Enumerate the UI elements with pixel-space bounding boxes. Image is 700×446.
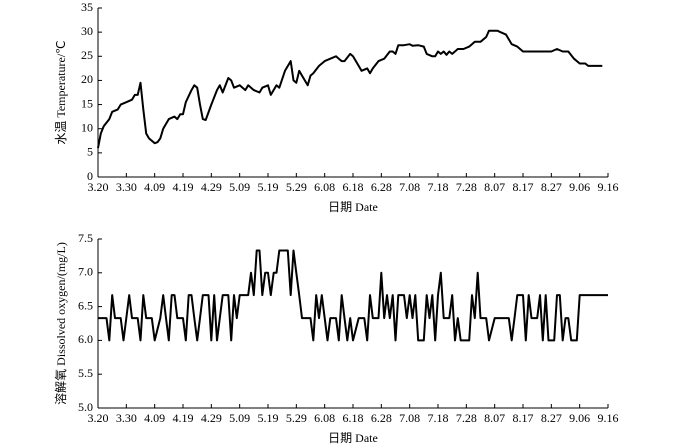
x-axis-title: 日期 Date bbox=[328, 431, 378, 445]
y-tick-label: 30 bbox=[81, 24, 93, 38]
x-tick-label: 3.30 bbox=[116, 180, 137, 194]
y-tick-label: 7.5 bbox=[78, 231, 93, 245]
y-tick-label: 5 bbox=[87, 145, 93, 159]
x-tick-label: 6.18 bbox=[343, 180, 364, 194]
x-tick-label: 6.08 bbox=[314, 180, 335, 194]
x-tick-label: 5.19 bbox=[258, 411, 279, 425]
y-tick-label: 15 bbox=[81, 96, 93, 110]
y-tick-label: 25 bbox=[81, 48, 93, 62]
x-tick-label: 3.20 bbox=[88, 180, 109, 194]
x-tick-label: 5.29 bbox=[286, 180, 307, 194]
y-tick-label: 20 bbox=[81, 72, 93, 86]
x-tick-label: 9.16 bbox=[598, 411, 619, 425]
x-tick-label: 6.28 bbox=[371, 411, 392, 425]
x-tick-label: 8.07 bbox=[484, 411, 505, 425]
x-tick-label: 9.06 bbox=[569, 180, 590, 194]
x-tick-label: 7.08 bbox=[399, 180, 420, 194]
x-tick-label: 6.28 bbox=[371, 180, 392, 194]
x-tick-label: 8.17 bbox=[513, 180, 534, 194]
x-tick-label: 3.30 bbox=[116, 411, 137, 425]
x-tick-label: 4.09 bbox=[144, 411, 165, 425]
y-tick-label: 7.0 bbox=[78, 265, 93, 279]
x-tick-label: 9.16 bbox=[598, 180, 619, 194]
x-tick-label: 5.19 bbox=[258, 180, 279, 194]
x-tick-label: 7.08 bbox=[399, 411, 420, 425]
x-tick-label: 5.29 bbox=[286, 411, 307, 425]
y-tick-label: 5.5 bbox=[78, 366, 93, 380]
x-tick-label: 7.18 bbox=[428, 180, 449, 194]
x-tick-label: 4.09 bbox=[144, 180, 165, 194]
y-tick-label: 5.0 bbox=[78, 400, 93, 414]
x-tick-label: 4.29 bbox=[201, 411, 222, 425]
x-tick-label: 7.18 bbox=[428, 411, 449, 425]
x-tick-label: 3.20 bbox=[88, 411, 109, 425]
x-tick-label: 8.27 bbox=[541, 180, 562, 194]
x-tick-label: 9.06 bbox=[569, 411, 590, 425]
x-tick-label: 4.19 bbox=[173, 411, 194, 425]
data-line bbox=[98, 249, 608, 342]
x-axis-title: 日期 Date bbox=[328, 200, 378, 214]
x-tick-label: 5.09 bbox=[229, 180, 250, 194]
data-line bbox=[97, 29, 603, 149]
y-tick-label: 6.5 bbox=[78, 298, 93, 312]
y-tick-label: 35 bbox=[81, 0, 93, 14]
x-tick-label: 8.17 bbox=[513, 411, 534, 425]
x-tick-label: 4.29 bbox=[201, 180, 222, 194]
x-tick-label: 7.28 bbox=[456, 180, 477, 194]
y-axis-title: 溶解氧 Dissolved oxygen/(mg/L) bbox=[53, 242, 68, 405]
x-tick-label: 8.27 bbox=[541, 411, 562, 425]
y-tick-label: 10 bbox=[81, 120, 93, 134]
x-tick-label: 6.18 bbox=[343, 411, 364, 425]
x-tick-label: 5.09 bbox=[229, 411, 250, 425]
x-tick-label: 4.19 bbox=[173, 180, 194, 194]
y-tick-label: 6.0 bbox=[78, 332, 93, 346]
y-tick-label: 0 bbox=[87, 169, 93, 183]
x-tick-label: 6.08 bbox=[314, 411, 335, 425]
x-tick-label: 7.28 bbox=[456, 411, 477, 425]
y-axis-title: 水温 Temperature/℃ bbox=[54, 40, 68, 144]
x-tick-label: 8.07 bbox=[484, 180, 505, 194]
